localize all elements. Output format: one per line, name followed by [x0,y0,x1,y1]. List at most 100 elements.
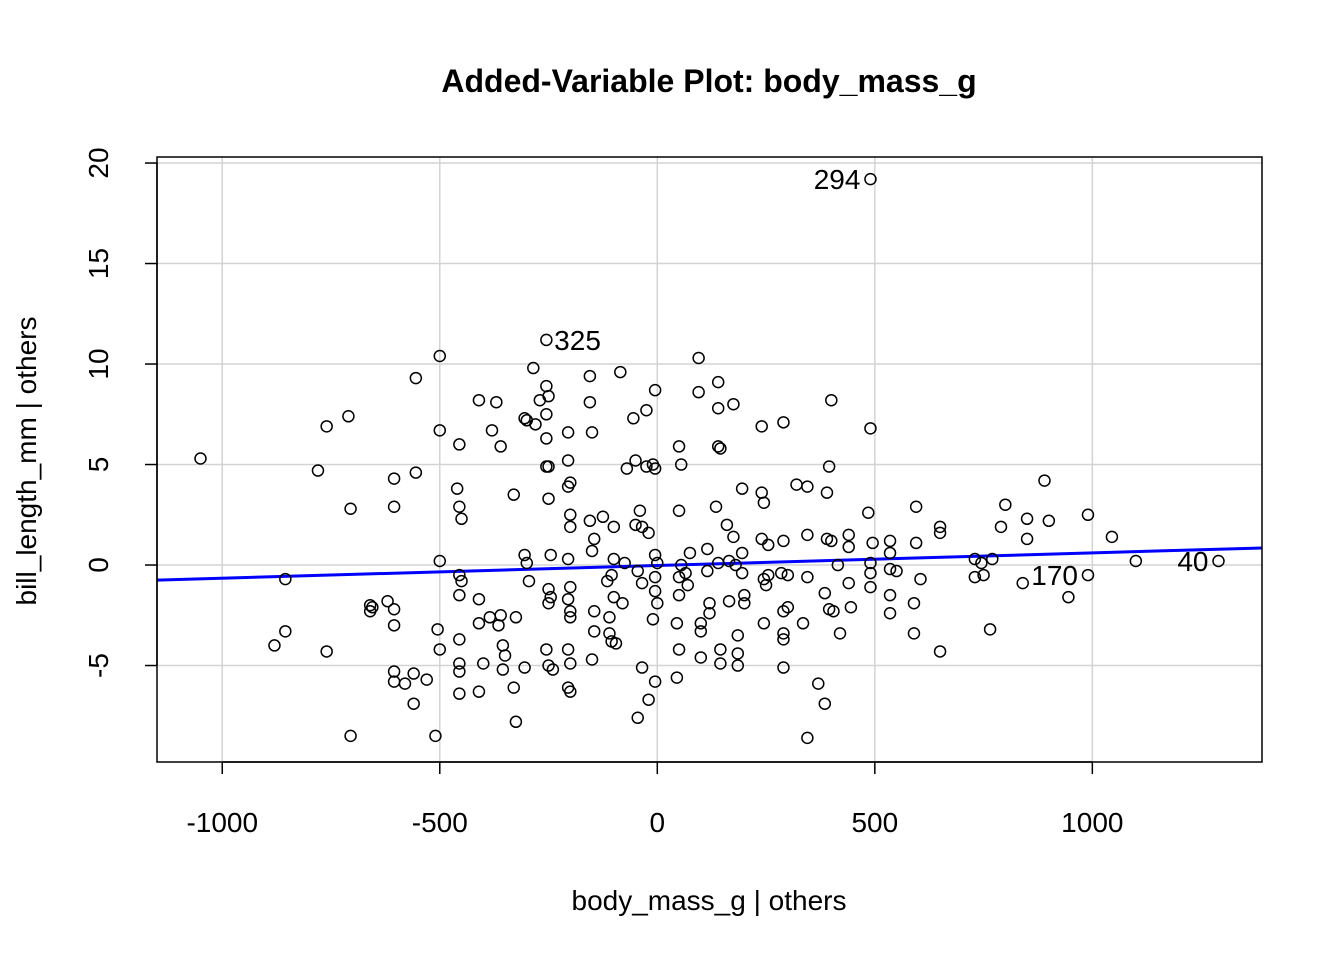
data-point [1042,514,1056,528]
data-point [986,552,999,566]
data-point [620,462,634,475]
data-point [777,605,790,618]
data-point [672,504,686,518]
data-point [831,558,845,572]
data-point [540,643,553,656]
data-point [453,665,466,678]
y-tick-label: 15 [83,248,114,279]
data-point [864,556,877,570]
data-point [629,454,642,467]
data-point [564,605,577,618]
data-point [279,572,292,586]
data-point [627,412,640,425]
data-point [561,426,575,439]
data-point [933,520,947,534]
data-point [450,482,464,495]
data-point [583,395,597,409]
data-point [735,566,749,580]
data-point [518,412,531,425]
data-point [564,611,577,624]
data-point [498,649,512,662]
data-point [366,600,379,614]
data-point [866,536,879,550]
data-point [407,697,420,710]
data-point [731,659,745,672]
data-point [844,600,858,614]
data-point [883,562,897,576]
grid-lines [157,157,1262,762]
data-point [703,607,716,620]
data-point [883,607,897,620]
y-tick-label: 0 [83,557,114,573]
data-point [585,544,599,558]
data-point [431,623,444,636]
data-point [1081,508,1095,522]
data-point [672,440,686,453]
y-axis: -5 0 5 10 15 20 [83,147,158,678]
data-point [342,410,355,423]
data-point [496,663,510,676]
data-point [1016,576,1029,590]
data-point [975,556,988,570]
data-point [909,500,923,513]
data-point [711,401,725,415]
data-point [777,416,790,429]
data-point [796,617,810,630]
point-labels: 294 325 170 40 [554,164,1208,591]
data-point [564,508,577,522]
data-point [679,566,692,580]
data-point [455,574,468,588]
data-point [542,582,555,596]
data-point [635,576,649,590]
data-point [583,369,597,383]
data-point [883,534,897,548]
data-point [542,492,555,505]
point-label: 170 [1031,560,1078,591]
data-point [648,462,662,475]
data-point [564,685,577,698]
data-point [529,418,542,431]
data-point [703,596,716,610]
data-point [194,452,207,465]
data-point [453,633,466,646]
data-point [642,526,655,540]
data-point [909,536,923,550]
data-point [542,389,555,403]
data-point [607,552,621,566]
data-point [387,500,401,513]
data-point [453,568,466,582]
x-tick-label: 0 [650,807,666,838]
data-point [681,578,694,592]
data-point [729,558,742,572]
data-point [694,651,708,664]
data-point [509,715,523,729]
data-point [727,530,740,544]
data-point [701,542,714,556]
data-point [453,438,466,451]
data-point [453,588,466,602]
data-point [544,548,557,562]
data-point [585,653,599,666]
data-point [631,711,644,725]
data-point [1038,474,1051,487]
data-point [1212,554,1225,568]
data-point [564,520,577,534]
data-point [485,424,499,437]
data-point [842,528,855,542]
data-point [711,375,725,389]
data-point [801,528,814,542]
data-points [194,172,1225,745]
data-point [781,568,795,582]
data-point [640,460,653,473]
data-point [983,623,997,636]
data-point [812,677,825,690]
data-point [398,677,412,690]
y-tick-label: 5 [83,457,114,473]
data-point [607,520,621,534]
data-point [453,687,466,700]
data-point [651,596,664,610]
data-point [409,466,423,479]
data-point [709,500,723,513]
data-point [616,596,629,610]
data-point [738,596,751,610]
